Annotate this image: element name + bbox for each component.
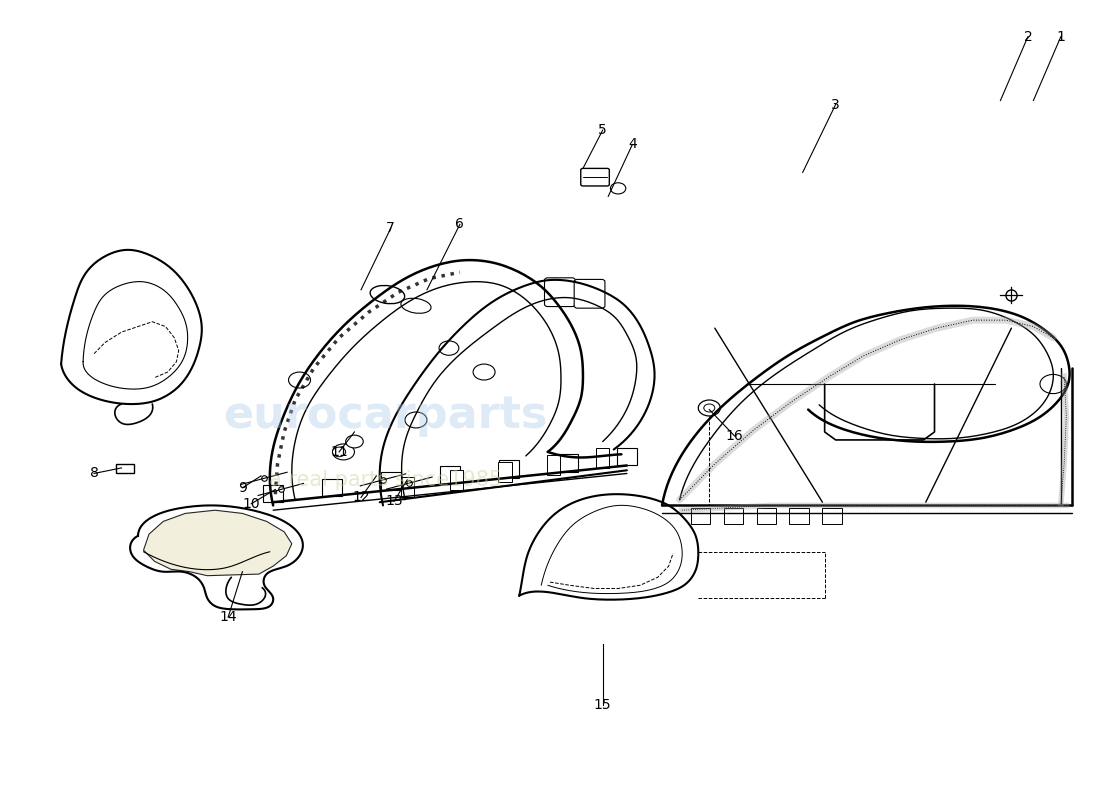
Circle shape <box>1040 374 1066 394</box>
Ellipse shape <box>400 298 431 314</box>
Circle shape <box>698 400 720 416</box>
Circle shape <box>439 341 459 355</box>
FancyBboxPatch shape <box>263 485 283 502</box>
Text: 10: 10 <box>242 497 260 511</box>
FancyBboxPatch shape <box>724 508 744 524</box>
FancyBboxPatch shape <box>498 462 512 482</box>
FancyBboxPatch shape <box>596 447 609 467</box>
Text: 13: 13 <box>385 494 403 509</box>
Circle shape <box>473 364 495 380</box>
FancyBboxPatch shape <box>382 473 402 490</box>
Text: 6: 6 <box>455 218 464 231</box>
Text: 11: 11 <box>330 445 348 459</box>
FancyBboxPatch shape <box>790 508 810 524</box>
FancyBboxPatch shape <box>400 477 414 497</box>
Text: 3: 3 <box>832 98 840 111</box>
Text: 16: 16 <box>726 429 744 443</box>
Circle shape <box>332 447 345 457</box>
Circle shape <box>332 444 354 460</box>
FancyBboxPatch shape <box>617 448 637 466</box>
Circle shape <box>345 435 363 448</box>
FancyBboxPatch shape <box>322 478 342 496</box>
FancyBboxPatch shape <box>574 279 605 308</box>
Text: 5: 5 <box>598 123 607 137</box>
Text: 8: 8 <box>89 466 99 481</box>
FancyBboxPatch shape <box>499 460 519 478</box>
Polygon shape <box>143 510 292 576</box>
Text: 7: 7 <box>386 222 395 235</box>
FancyBboxPatch shape <box>116 464 133 474</box>
Text: eurocarparts: eurocarparts <box>223 394 548 438</box>
Text: 14: 14 <box>219 610 236 624</box>
Circle shape <box>405 412 427 428</box>
FancyBboxPatch shape <box>581 169 609 186</box>
Text: 12: 12 <box>352 490 370 505</box>
Text: 4: 4 <box>628 138 637 151</box>
FancyBboxPatch shape <box>547 455 560 475</box>
Text: 15: 15 <box>594 698 612 712</box>
Text: 9: 9 <box>238 481 246 495</box>
FancyBboxPatch shape <box>757 508 777 524</box>
Circle shape <box>610 182 626 194</box>
FancyBboxPatch shape <box>440 466 460 484</box>
FancyBboxPatch shape <box>450 470 463 490</box>
Text: 1: 1 <box>1056 30 1065 44</box>
FancyBboxPatch shape <box>544 278 575 306</box>
Text: 2: 2 <box>1023 30 1032 44</box>
Ellipse shape <box>370 286 405 304</box>
Circle shape <box>704 404 715 412</box>
Circle shape <box>288 372 310 388</box>
Text: a real parts since1985: a real parts since1985 <box>268 470 502 490</box>
FancyBboxPatch shape <box>823 508 843 524</box>
FancyBboxPatch shape <box>558 454 578 472</box>
FancyBboxPatch shape <box>691 508 711 524</box>
